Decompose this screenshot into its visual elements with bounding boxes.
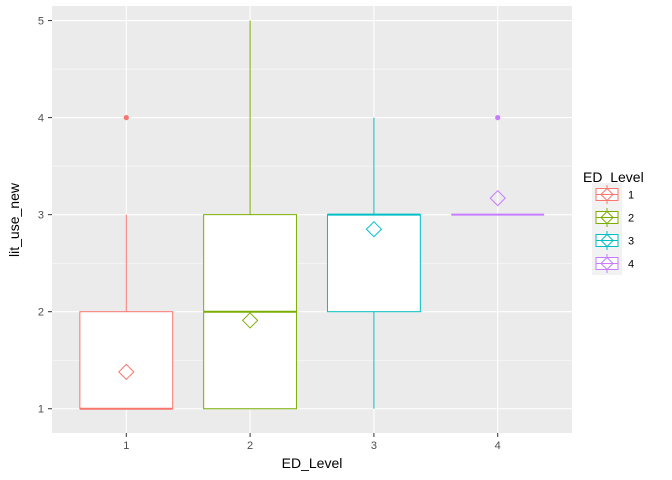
x-axis: 1 2 3 4 [123, 433, 501, 452]
y-tick-label: 1 [38, 404, 44, 416]
outlier-point [123, 115, 129, 121]
legend-mean-marker [600, 233, 614, 248]
legend-title: ED_Level [583, 169, 644, 185]
legend: ED_Level 1 2 3 4 [583, 169, 644, 275]
legend-label: 2 [628, 213, 634, 225]
legend-label: 1 [628, 190, 634, 202]
mean-marker [241, 312, 259, 329]
y-tick-label: 2 [38, 307, 44, 319]
mean-marker [365, 220, 383, 238]
legend-label: 3 [628, 236, 634, 248]
x-tick-label: 1 [123, 440, 129, 452]
x-tick-label: 4 [495, 440, 501, 452]
legend-mean-marker [600, 256, 614, 271]
box-3 [326, 117, 421, 409]
box-body [326, 214, 421, 313]
box-body [79, 311, 174, 410]
legend-mean-marker [600, 187, 614, 202]
y-tick-label: 5 [38, 16, 44, 28]
legend-key-1 [592, 183, 622, 206]
y-axis-title: lit_use_new [6, 182, 22, 257]
x-axis-title: ED_Level [282, 455, 343, 471]
y-axis: 1 2 3 4 5 [38, 16, 52, 416]
legend-key-4 [592, 252, 622, 275]
legend-key-3 [592, 229, 622, 252]
mean-marker [118, 363, 135, 381]
y-tick-label: 3 [38, 210, 44, 222]
legend-key-2 [592, 206, 622, 229]
box-series [79, 20, 545, 410]
x-tick-label: 2 [247, 440, 253, 452]
box-4 [451, 115, 545, 216]
legend-label: 4 [628, 259, 634, 271]
x-tick-label: 3 [371, 440, 377, 452]
y-tick-label: 4 [38, 113, 44, 125]
box-1 [79, 115, 174, 410]
outlier-point [495, 115, 501, 121]
legend-mean-marker [600, 210, 614, 225]
box-2 [203, 20, 298, 410]
mean-marker [489, 189, 506, 207]
